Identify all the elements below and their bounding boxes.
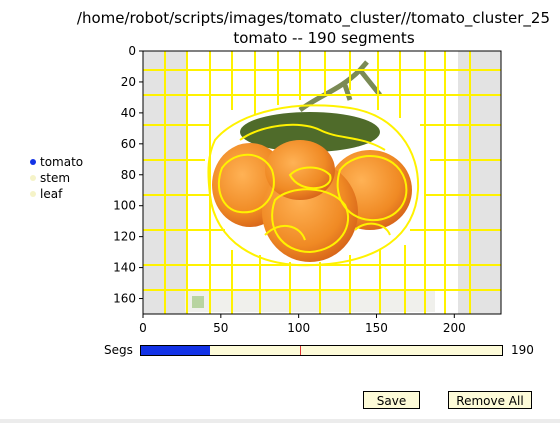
y-tick-label: 60: [121, 137, 136, 151]
remove-all-button[interactable]: Remove All: [448, 391, 532, 409]
vine-stem: [298, 60, 382, 113]
segs-slider-value: 190: [511, 343, 534, 357]
x-tick-label: 50: [213, 321, 228, 335]
card-logo-icon: [192, 296, 204, 308]
legend-label: tomato: [40, 155, 84, 169]
segment-boundaries: [143, 51, 501, 314]
legend-item-leaf[interactable]: leaf: [30, 186, 83, 202]
y-tick-label: 100: [113, 199, 136, 213]
legend-dot-leaf-icon: [30, 190, 36, 197]
legend-item-tomato[interactable]: tomato: [30, 154, 83, 170]
y-tick-label: 80: [121, 168, 136, 182]
x-tick-label: 0: [139, 321, 147, 335]
legend-label: leaf: [40, 187, 63, 201]
segmented-image[interactable]: [143, 51, 501, 314]
segs-slider-fill: [141, 346, 210, 355]
segs-slider-label: Segs: [104, 343, 133, 357]
legend-dot-stem-icon: [30, 174, 36, 181]
y-tick-label: 140: [113, 261, 136, 275]
tomato-4: [265, 140, 335, 200]
legend-dot-tomato-icon: [30, 158, 36, 165]
leaves: [240, 112, 380, 152]
class-legend: tomato stem leaf: [30, 154, 83, 202]
axes-frame: [142, 50, 502, 315]
right-background-strip: [458, 51, 501, 314]
legend-item-stem[interactable]: stem: [30, 170, 83, 186]
y-tick-label: 20: [121, 75, 136, 89]
y-tick-label: 160: [113, 292, 136, 306]
save-button[interactable]: Save: [363, 391, 420, 409]
x-axis-ticks: 0 50 100 150 200: [139, 314, 466, 335]
x-tick-label: 200: [443, 321, 466, 335]
y-tick-label: 120: [113, 230, 136, 244]
image-axes[interactable]: 0 20 40 60 80 100 120 140 160 0 50 100 150 200: [0, 0, 560, 340]
x-tick-label: 150: [365, 321, 388, 335]
y-tick-label: 0: [128, 44, 136, 58]
segs-slider-initial-marker: [299, 346, 301, 355]
figure-title-path: /home/robot/scripts/images/tomato_cluste…: [76, 9, 550, 27]
legend-label: stem: [40, 171, 71, 185]
y-axis-ticks: 0 20 40 60 80 100 120 140 160: [113, 44, 143, 306]
label-card: [185, 290, 435, 312]
y-tick-label: 40: [121, 106, 136, 120]
window-bottom-edge: [0, 419, 560, 423]
x-tick-label: 100: [287, 321, 310, 335]
figure-title-segments: tomato -- 190 segments: [233, 29, 415, 47]
segs-slider[interactable]: [140, 345, 503, 356]
